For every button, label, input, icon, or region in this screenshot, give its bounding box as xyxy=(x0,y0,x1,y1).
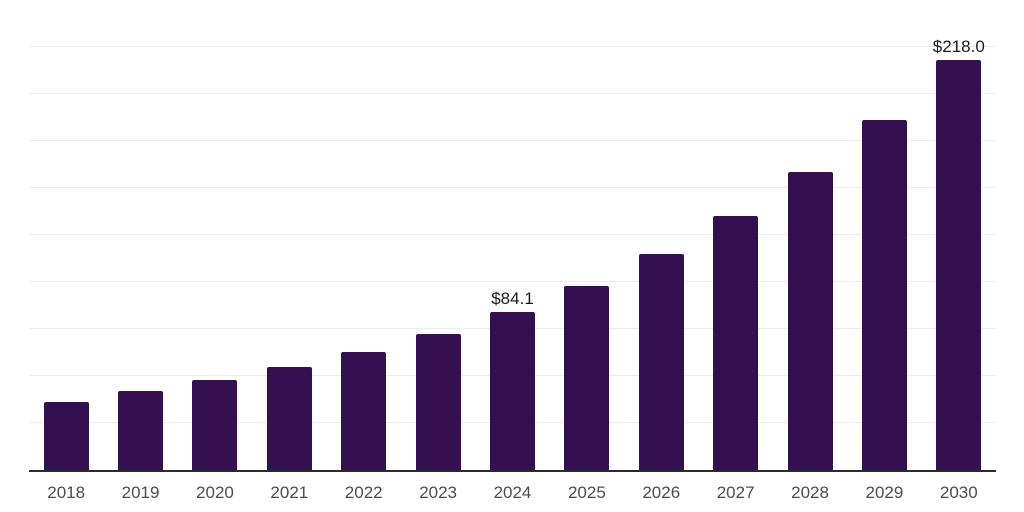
bar-2028 xyxy=(787,172,833,470)
tick-2019: 2019 xyxy=(121,483,160,502)
gridline-175 xyxy=(29,140,996,141)
bar-2025 xyxy=(564,285,610,470)
tick-2022: 2022 xyxy=(344,483,383,502)
tick-2027: 2027 xyxy=(716,483,755,502)
bar-2024 xyxy=(490,311,535,470)
bar-2020 xyxy=(192,380,238,470)
bar-2026 xyxy=(638,254,684,470)
bar-2021 xyxy=(266,367,312,470)
bar-2027 xyxy=(713,216,759,470)
tick-2024: 2024 xyxy=(493,483,532,502)
bar-2029 xyxy=(861,120,907,470)
bar-2019 xyxy=(118,390,164,470)
x-axis-ticks: 2018 2019 2020 2021 2022 2023 2024 2025 2026 2027… xyxy=(29,482,996,504)
value-label-2030: $218.0 xyxy=(932,37,985,57)
gridline-125 xyxy=(29,234,996,235)
tick-2020: 2020 xyxy=(196,483,234,502)
tick-2023: 2023 xyxy=(419,483,458,502)
tick-2029: 2029 xyxy=(865,483,904,502)
gridline-150 xyxy=(29,187,996,188)
value-label-2024: $84.1 xyxy=(491,288,534,308)
tick-2028: 2028 xyxy=(791,483,829,502)
bar-2018 xyxy=(43,401,89,470)
gridline-100 xyxy=(29,281,996,282)
tick-2025: 2025 xyxy=(567,483,606,502)
tick-2018: 2018 xyxy=(47,483,86,502)
gridline-225 xyxy=(29,46,996,47)
bar-2023 xyxy=(415,333,461,470)
plot-area: $84.1 $218.0 xyxy=(29,0,996,472)
gridline-200 xyxy=(29,93,996,94)
bar-2030 xyxy=(936,60,982,470)
tick-2030: 2030 xyxy=(939,483,978,502)
tick-2021: 2021 xyxy=(270,483,309,502)
bar-2022 xyxy=(341,351,387,470)
tick-2026: 2026 xyxy=(642,483,681,502)
